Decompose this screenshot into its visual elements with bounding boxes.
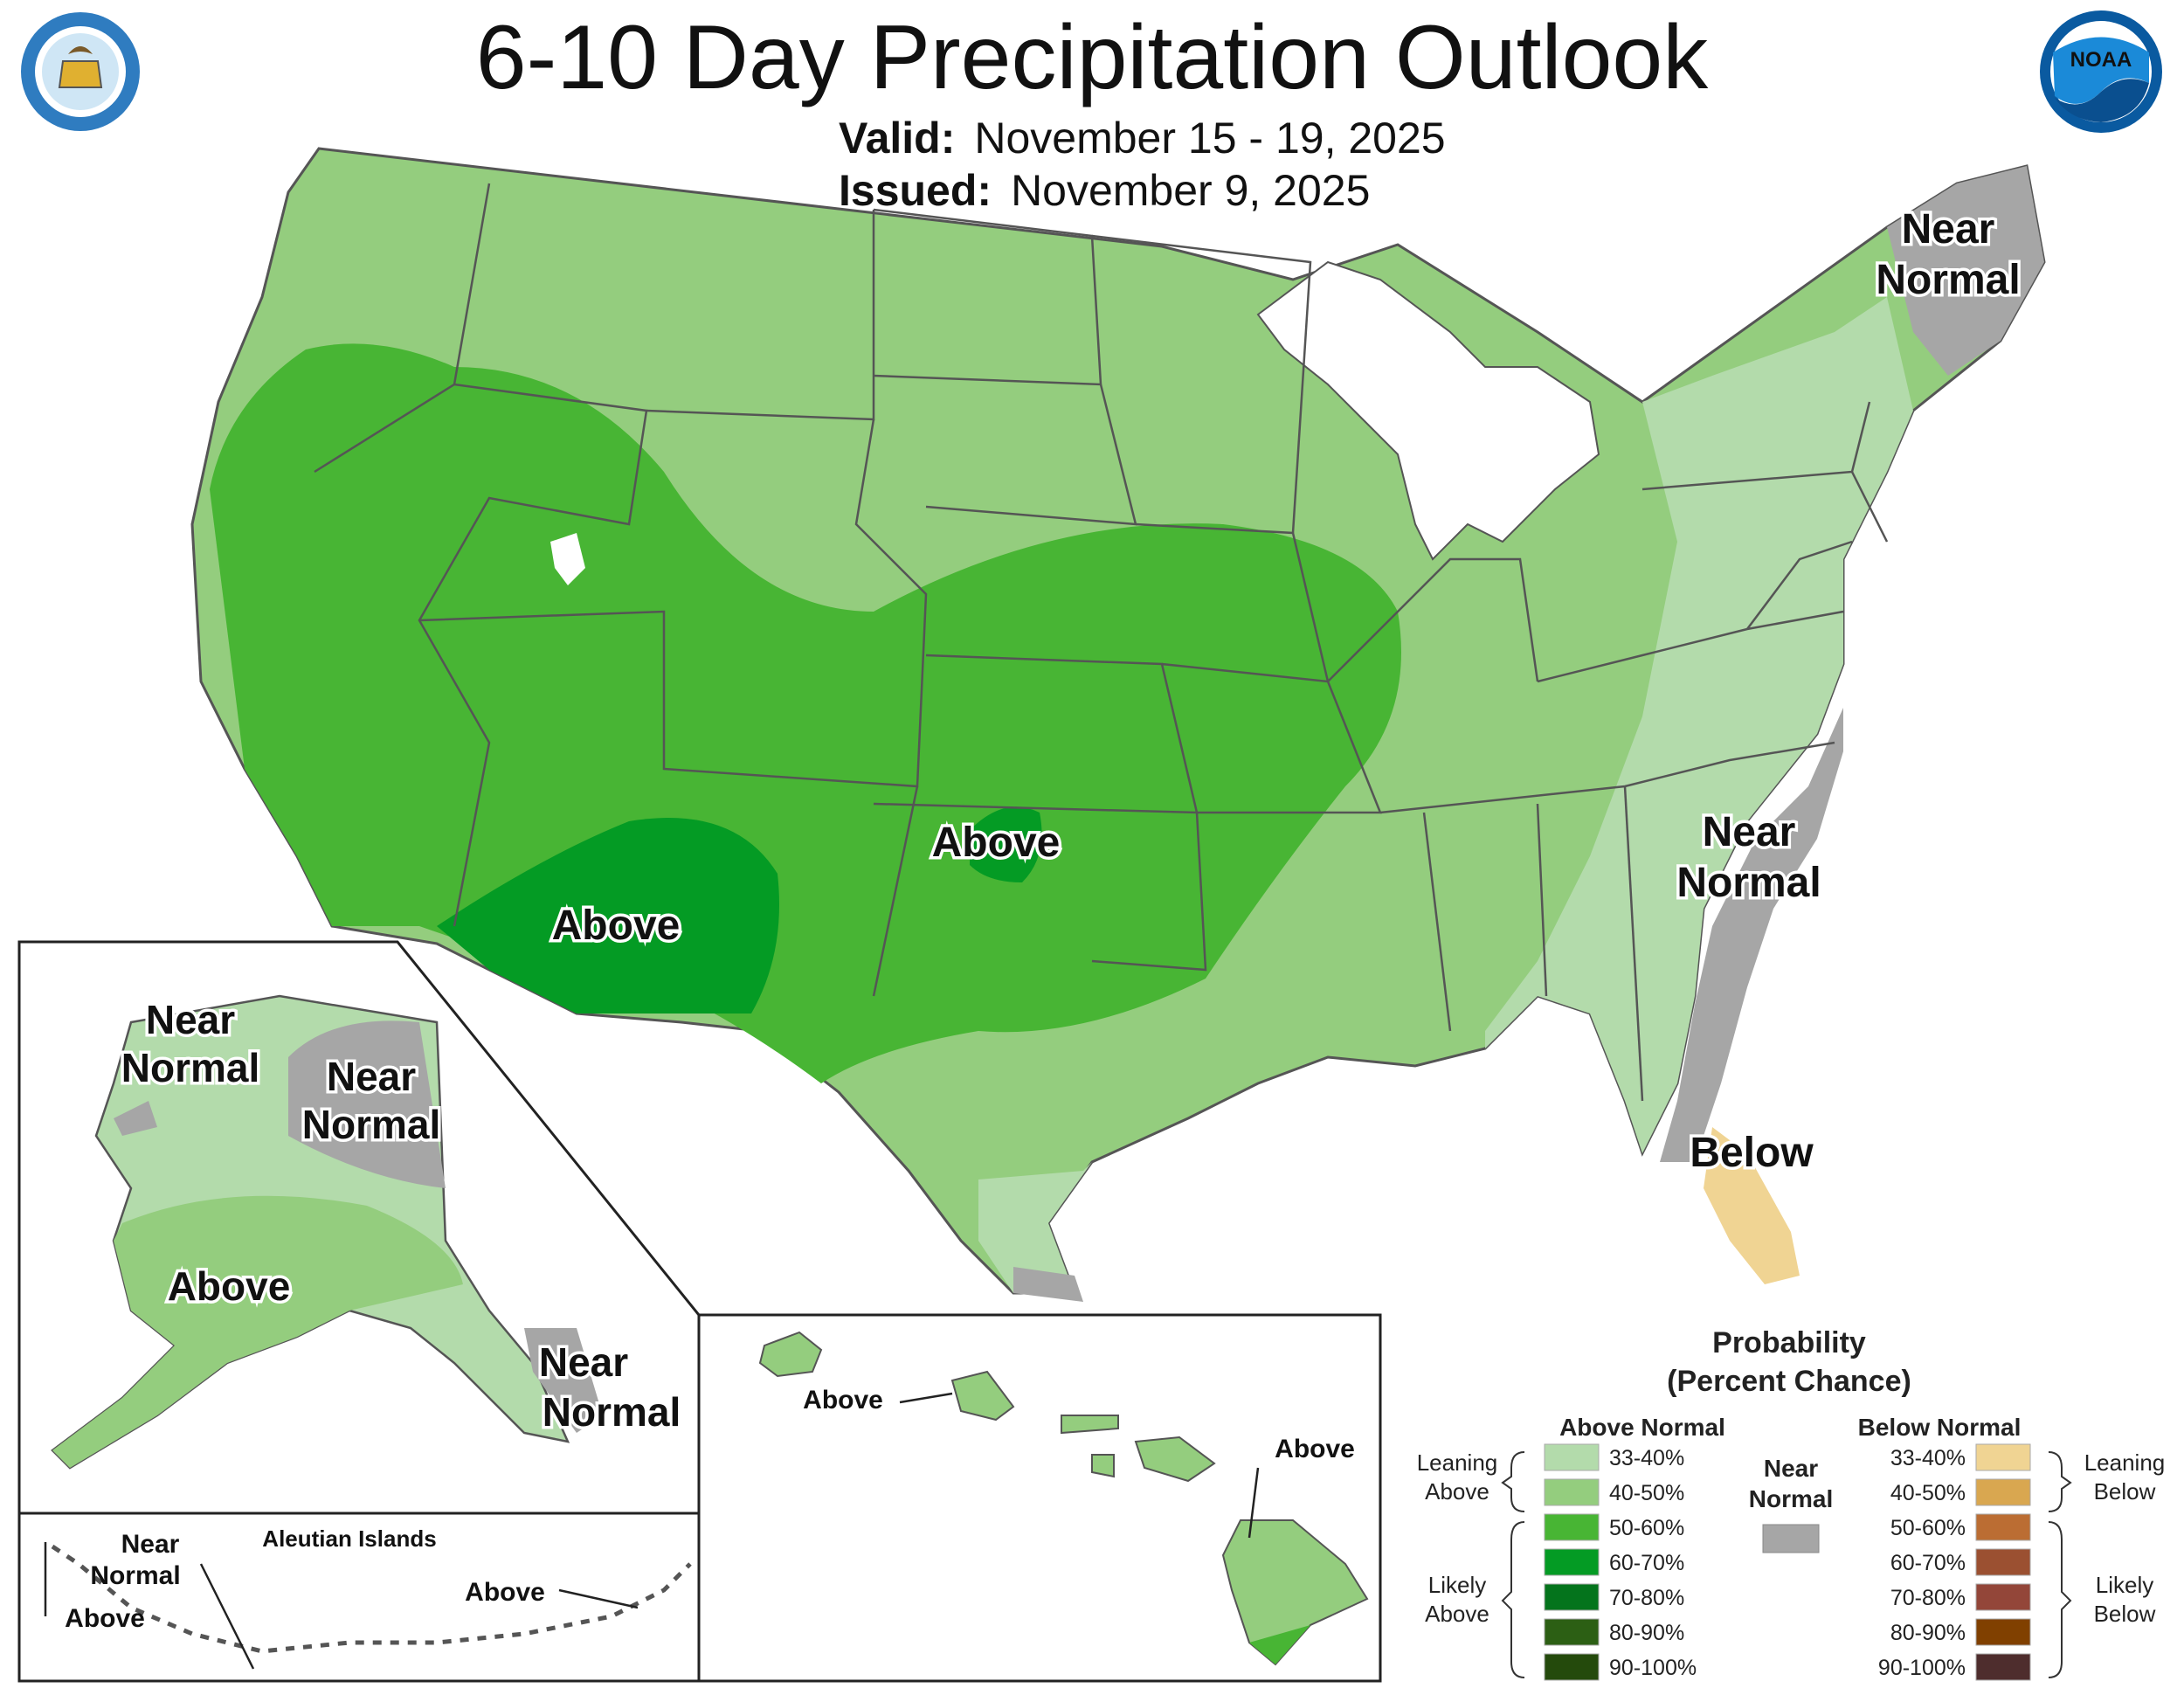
great-salt-lake [550,533,585,585]
legend-below-swatch-5 [1975,1618,2031,1646]
conus-map [190,147,2046,1302]
legend-above-rows: 33-40% 40-50% 50-60% 60-70% 70-80% 80-90% 90-1… [1544,1443,1697,1681]
brace-likely-below [2048,1521,2072,1678]
hawaii-leader-lines [899,1392,1260,1539]
hawaii-inset: Above Above [697,1313,1382,1683]
legend-above-swatch-0 [1544,1443,1600,1471]
noaa-logo-text: NOAA [2070,48,2132,72]
oklahoma-likely-60-70 [970,806,1042,882]
legend-above-swatch-4 [1544,1583,1600,1611]
hawaii-molokai [1061,1415,1119,1435]
label-aleutian-above-west: Above [65,1604,145,1633]
legend-above-header: Above Normal [1559,1414,1725,1441]
legend-above-swatch-6 [1544,1653,1600,1681]
legend-title: Probability (Percent Chance) [1667,1326,1911,1398]
label-maine-near-normal: Near Normal [1876,206,2020,303]
legend-below-label-0: 33-40% [1890,1446,1966,1470]
great-lakes [1256,260,1600,561]
legend-below-swatch-0 [1975,1443,2031,1471]
texas-leaning-33-40 [978,1162,1092,1293]
hawaii-kauai [758,1331,823,1378]
legend-above-swatch-2 [1544,1513,1600,1541]
legend-leaning-above: Leaning Above [1417,1449,1498,1505]
state-borders [314,183,1889,1102]
valid-label: Valid: [839,114,956,163]
aleutian-inset: Aleutian Islands Near Normal Above Above [17,1512,701,1683]
legend-above-label-2: 50-60% [1609,1516,1684,1540]
legend-below-label-6: 90-100% [1878,1656,1966,1680]
valid-line: Valid: November 15 - 19, 2025 [839,112,1446,164]
aleutian-islands [51,1544,692,1654]
legend-above-label-1: 40-50% [1609,1481,1684,1505]
legend-above-label-6: 90-100% [1609,1656,1697,1680]
label-hawaii-above-east: Above [1275,1435,1355,1463]
commerce-seal-icon [21,12,140,131]
legend-near-normal-swatch [1762,1524,1820,1553]
hawaii-maui [1134,1435,1216,1483]
legend: Probability (Percent Chance) Above Normal… [1417,1326,2166,1681]
noaa-logo-icon: NOAA [2040,10,2162,133]
legend-below-rows: 33-40% 40-50% 50-60% 60-70% 70-80% 80-90% 90-1… [1878,1443,2031,1681]
hawaii-lanai [1091,1454,1115,1478]
legend-below-swatch-3 [1975,1548,2031,1576]
legend-below-swatch-2 [1975,1513,2031,1541]
legend-leaning-below: Leaning Below [2084,1449,2166,1505]
label-alaska-west-near-normal: Near Normal [121,997,259,1090]
aleutian-leader-lines [44,1542,639,1670]
label-hawaii-above-west: Above [803,1386,883,1415]
label-alaska-above: Above [168,1263,291,1309]
aleutian-title: Aleutian Islands [262,1525,436,1552]
label-arizona-above: Above [552,903,681,949]
legend-above-label-5: 80-90% [1609,1621,1684,1645]
label-alaska-panhandle-near-normal: Near Normal [539,1339,681,1435]
legend-near-normal-label: Near Normal [1749,1455,1833,1512]
legend-below-label-1: 40-50% [1890,1481,1966,1505]
brace-leaning-above [1501,1451,1525,1512]
label-aleutian-above-east: Above [465,1578,545,1607]
legend-likely-above: Likely Above [1425,1572,1489,1627]
legend-below-label-2: 50-60% [1890,1516,1966,1540]
issued-line: Issued: November 9, 2025 [839,164,1370,217]
legend-above-label-4: 70-80% [1609,1586,1684,1610]
legend-above-label-3: 60-70% [1609,1551,1684,1575]
legend-above-swatch-5 [1544,1618,1600,1646]
map-title: 6-10 Day Precipitation Outlook [475,7,1709,108]
arizona-likely-60-70 [437,818,779,1013]
legend-below-swatch-6 [1975,1653,2031,1681]
legend-below-swatch-4 [1975,1583,2031,1611]
issued-label: Issued: [839,166,992,215]
legend-below-label-3: 60-70% [1890,1551,1966,1575]
brace-leaning-below [2048,1451,2072,1512]
texas-near-normal [1013,1267,1083,1302]
issued-value: November 9, 2025 [1011,166,1371,215]
brace-likely-above [1501,1521,1525,1678]
valid-value: November 15 - 19, 2025 [974,114,1446,163]
maine-near-normal [1887,166,2044,376]
alaska-inset: Near Normal Near Normal Above Near Normal [17,940,701,1515]
florida-below [1704,1127,1800,1284]
legend-below-label-4: 70-80% [1890,1586,1966,1610]
hawaii-oahu [950,1370,1015,1422]
east-coast-near-normal [1660,708,1843,1162]
legend-below-label-5: 80-90% [1890,1621,1966,1645]
label-oklahoma-above: Above [932,820,1061,866]
hawaii-big-island-50-60 [1249,1625,1310,1664]
legend-likely-below: Likely Below [2094,1572,2156,1627]
east-leaning-33-40 [1485,297,1913,1153]
legend-above-label-0: 33-40% [1609,1446,1684,1470]
label-florida-below: Below [1690,1130,1814,1176]
legend-above-swatch-1 [1544,1478,1600,1506]
alaska-north-near-normal [288,1020,446,1188]
legend-above-swatch-3 [1544,1548,1600,1576]
alaska-above-40-50 [52,1195,463,1468]
legend-below-header: Below Normal [1858,1414,2022,1441]
label-alaska-north-near-normal: Near Normal [302,1054,440,1147]
label-carolinas-near-normal: Near Normal [1676,809,1821,906]
alaska-panhandle-near-normal [524,1328,603,1433]
legend-below-swatch-1 [1975,1478,2031,1506]
label-aleutian-near-normal: Near Normal [90,1530,180,1590]
alaska-west-near-normal [114,1101,157,1136]
